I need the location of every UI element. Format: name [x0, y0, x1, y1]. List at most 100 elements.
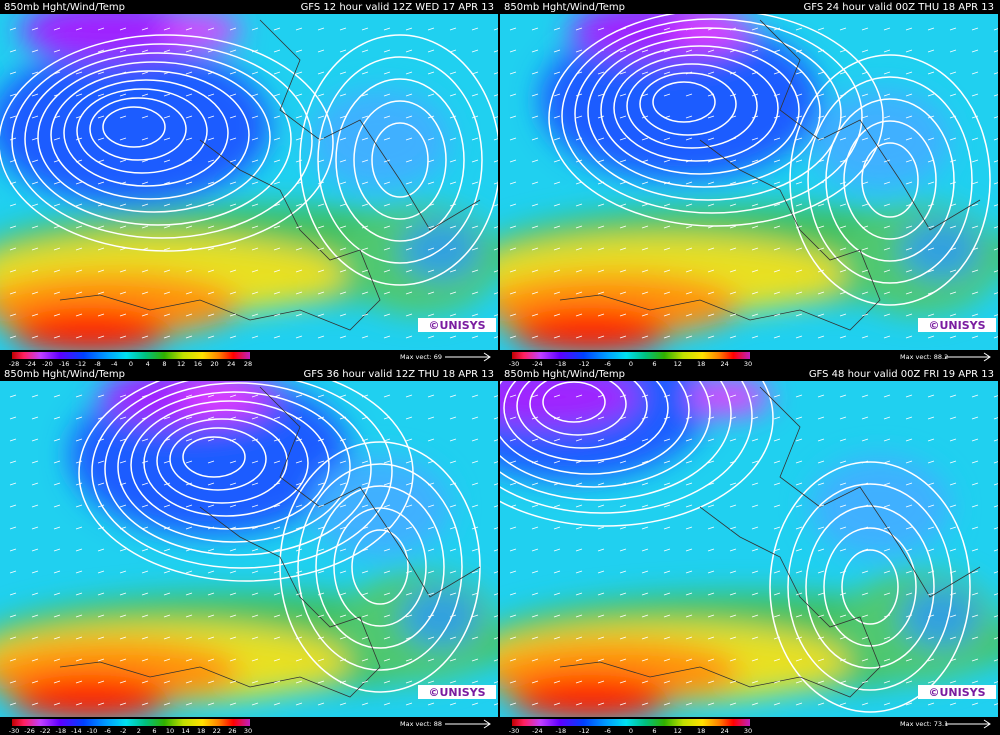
wind-vector	[383, 548, 391, 552]
wind-vector	[185, 416, 193, 420]
wind-vector	[575, 438, 583, 442]
wind-vector	[75, 394, 83, 398]
wind-vector	[575, 313, 583, 317]
wind-vector	[685, 482, 693, 486]
wind-vector	[509, 394, 517, 398]
colorbar-label: 10	[166, 727, 174, 735]
wind-vector	[971, 438, 979, 442]
wind-vector	[207, 614, 215, 618]
wind-vector	[471, 394, 479, 398]
wind-vector	[251, 247, 259, 251]
wind-vector	[119, 313, 127, 317]
wind-vector	[383, 291, 391, 295]
wind-vector	[361, 482, 369, 486]
header-left: 850mb Hght/Wind/Temp	[4, 2, 125, 13]
colorbar-label: -10	[87, 727, 98, 735]
wind-vector	[383, 335, 391, 339]
wind-vector	[971, 181, 979, 185]
wind-vector	[31, 460, 39, 464]
wind-vector	[883, 592, 891, 596]
wind-vector	[229, 592, 237, 596]
wind-vector	[619, 636, 627, 640]
wind-vector	[949, 269, 957, 273]
wind-vector	[685, 137, 693, 141]
wind-vector	[575, 71, 583, 75]
map-area	[0, 381, 498, 717]
wind-vector	[509, 416, 517, 420]
wind-vector	[729, 181, 737, 185]
colorbar-label: -16	[59, 360, 70, 368]
wind-vector	[861, 137, 869, 141]
wind-vector	[207, 181, 215, 185]
wind-vector	[339, 225, 347, 229]
wind-vector	[251, 504, 259, 508]
wind-vector	[949, 614, 957, 618]
wind-vector	[619, 269, 627, 273]
wind-vector	[251, 137, 259, 141]
wind-vector	[861, 291, 869, 295]
wind-vector	[883, 49, 891, 53]
wind-vector	[905, 71, 913, 75]
wind-vector	[795, 636, 803, 640]
wind-vector	[317, 680, 325, 684]
wind-vector	[75, 27, 83, 31]
wind-vector	[795, 614, 803, 618]
wind-vector	[141, 137, 149, 141]
wind-vector	[751, 71, 759, 75]
wind-vector	[619, 526, 627, 530]
wind-vector	[75, 335, 83, 339]
wind-vector	[509, 49, 517, 53]
wind-vector	[597, 291, 605, 295]
wind-vector	[119, 570, 127, 574]
wind-vector	[729, 460, 737, 464]
wind-vector	[619, 702, 627, 706]
wind-vector	[449, 592, 457, 596]
wind-vector	[971, 335, 979, 339]
wind-vector	[141, 614, 149, 618]
wind-vector	[751, 460, 759, 464]
wind-vector	[971, 71, 979, 75]
wind-vector	[207, 702, 215, 706]
wind-vector	[817, 335, 825, 339]
wind-vector	[531, 592, 539, 596]
wind-vector	[53, 115, 61, 119]
colorbar-label: -14	[71, 727, 82, 735]
vector-arrow	[445, 352, 491, 362]
wind-vector	[31, 49, 39, 53]
wind-vector	[339, 335, 347, 339]
wind-vector	[163, 636, 171, 640]
colorbar-label: 30	[744, 727, 752, 735]
wind-vector	[9, 614, 17, 618]
wind-vector	[795, 416, 803, 420]
wind-vector	[883, 27, 891, 31]
wind-vector	[883, 658, 891, 662]
wind-vector	[273, 115, 281, 119]
wind-vector	[53, 438, 61, 442]
wind-vector	[531, 335, 539, 339]
wind-vector	[185, 159, 193, 163]
wind-vector	[31, 203, 39, 207]
wind-vector	[361, 460, 369, 464]
wind-vector	[751, 93, 759, 97]
wind-vector	[141, 115, 149, 119]
height-contour	[333, 507, 427, 627]
wind-vector	[509, 570, 517, 574]
wind-vector	[295, 394, 303, 398]
wind-vector	[471, 335, 479, 339]
wind-vector	[427, 416, 435, 420]
wind-vector	[273, 548, 281, 552]
wind-vector	[729, 570, 737, 574]
colorbar-label: -12	[579, 727, 590, 735]
wind-vector	[405, 504, 413, 508]
colorbar-label: 20	[210, 360, 218, 368]
wind-vector	[449, 313, 457, 317]
wind-vector	[817, 570, 825, 574]
wind-vector	[427, 658, 435, 662]
wind-vector	[449, 93, 457, 97]
wind-vector	[163, 247, 171, 251]
wind-vector	[531, 269, 539, 273]
wind-vector	[9, 269, 17, 273]
wind-vector	[597, 203, 605, 207]
wind-vector	[427, 203, 435, 207]
colorbar-label: -4	[111, 360, 117, 368]
